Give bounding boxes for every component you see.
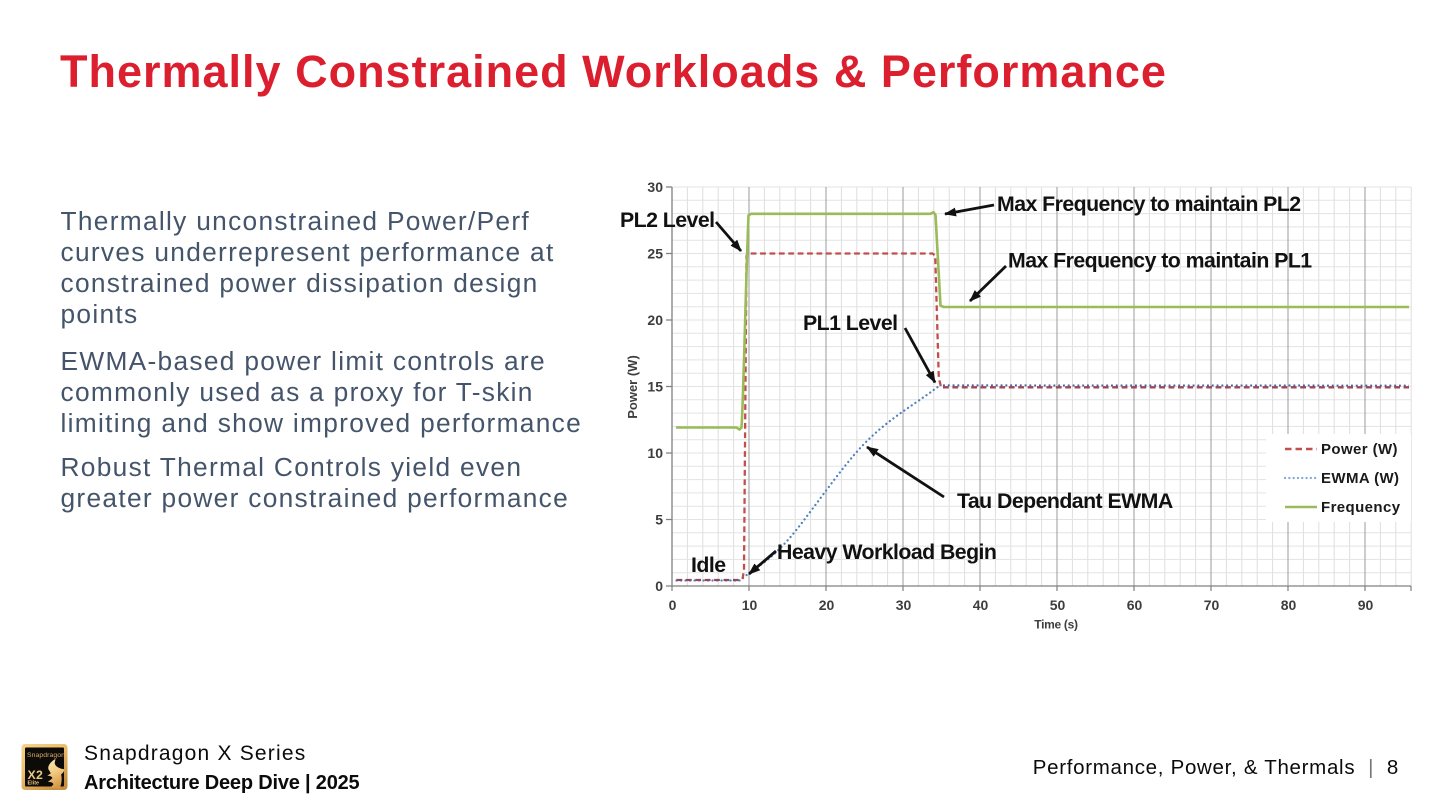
svg-text:Heavy Workload Begin: Heavy Workload Begin [777, 540, 996, 564]
svg-text:Snapdragon: Snapdragon [27, 752, 65, 759]
svg-text:5: 5 [655, 512, 663, 528]
svg-text:EWMA (W): EWMA (W) [1321, 470, 1399, 487]
svg-text:Power (W): Power (W) [625, 355, 640, 419]
svg-text:X2: X2 [28, 768, 44, 782]
svg-text:30: 30 [896, 597, 912, 613]
svg-text:70: 70 [1204, 597, 1220, 613]
svg-text:30: 30 [647, 179, 663, 195]
svg-text:50: 50 [1050, 597, 1066, 613]
svg-text:90: 90 [1358, 597, 1374, 613]
svg-text:25: 25 [647, 246, 663, 262]
svg-text:60: 60 [1127, 597, 1143, 613]
svg-text:Idle: Idle [691, 553, 726, 577]
svg-text:PL1 Level: PL1 Level [803, 311, 897, 335]
svg-text:PL2 Level: PL2 Level [620, 208, 714, 232]
svg-text:Frequency: Frequency [1321, 499, 1401, 516]
svg-text:0: 0 [669, 597, 677, 613]
svg-text:0: 0 [655, 578, 663, 594]
svg-text:20: 20 [647, 312, 663, 328]
svg-text:20: 20 [819, 597, 835, 613]
svg-text:15: 15 [647, 379, 663, 395]
svg-text:Max Frequency to maintain PL2: Max Frequency to maintain PL2 [997, 192, 1301, 216]
svg-text:Power (W): Power (W) [1321, 441, 1398, 458]
svg-text:Elite: Elite [28, 781, 40, 787]
svg-text:Tau Dependant EWMA: Tau Dependant EWMA [957, 489, 1173, 513]
svg-text:Time (s): Time (s) [1034, 618, 1078, 632]
svg-text:10: 10 [647, 445, 663, 461]
svg-text:40: 40 [973, 597, 989, 613]
svg-text:10: 10 [742, 597, 758, 613]
svg-text:Max Frequency to maintain PL1: Max Frequency to maintain PL1 [1008, 249, 1312, 273]
svg-text:80: 80 [1281, 597, 1297, 613]
